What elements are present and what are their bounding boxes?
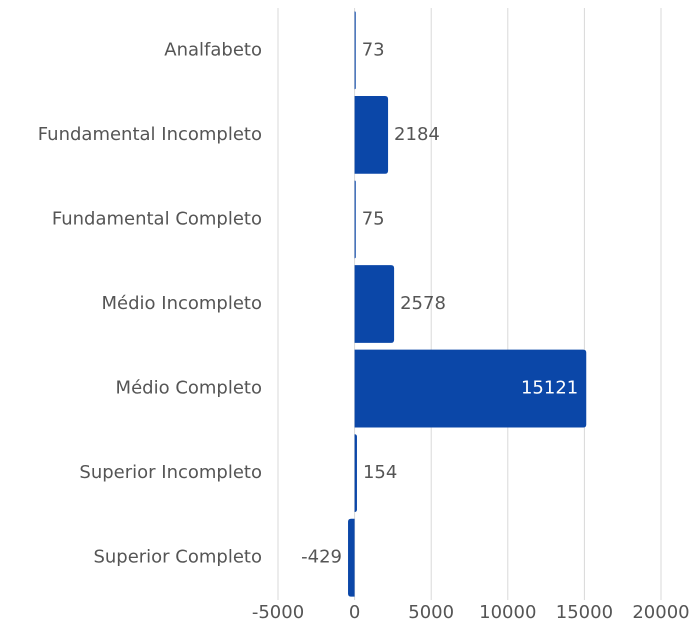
value-label: 15121 <box>521 378 578 399</box>
y-tick-label: Analfabeto <box>164 39 262 60</box>
value-label: 75 <box>362 208 385 229</box>
bar <box>354 11 356 90</box>
x-tick-label: 0 <box>349 602 360 623</box>
x-tick-label: -5000 <box>252 602 304 623</box>
y-tick-label: Superior Completo <box>93 547 262 568</box>
y-tick-label: Fundamental Completo <box>52 208 262 229</box>
y-tick-label: Médio Completo <box>116 378 262 399</box>
value-label: 154 <box>363 462 397 483</box>
bar <box>354 180 356 259</box>
bar <box>354 95 389 174</box>
value-label: 2578 <box>400 293 446 314</box>
value-label: 2184 <box>394 124 440 145</box>
y-tick-label: Superior Incompleto <box>79 462 262 483</box>
x-tick-label: 5000 <box>408 602 454 623</box>
x-tick-label: 10000 <box>479 602 536 623</box>
bar <box>354 434 357 513</box>
x-tick-label: 15000 <box>556 602 613 623</box>
bar <box>354 349 587 428</box>
x-tick-label: 20000 <box>632 602 689 623</box>
y-tick-label: Médio Incompleto <box>102 293 263 314</box>
y-tick-label: Fundamental Incompleto <box>38 124 262 145</box>
value-label: -429 <box>301 547 342 568</box>
bar <box>354 265 395 343</box>
value-label: 73 <box>362 39 385 60</box>
bar <box>348 518 355 597</box>
